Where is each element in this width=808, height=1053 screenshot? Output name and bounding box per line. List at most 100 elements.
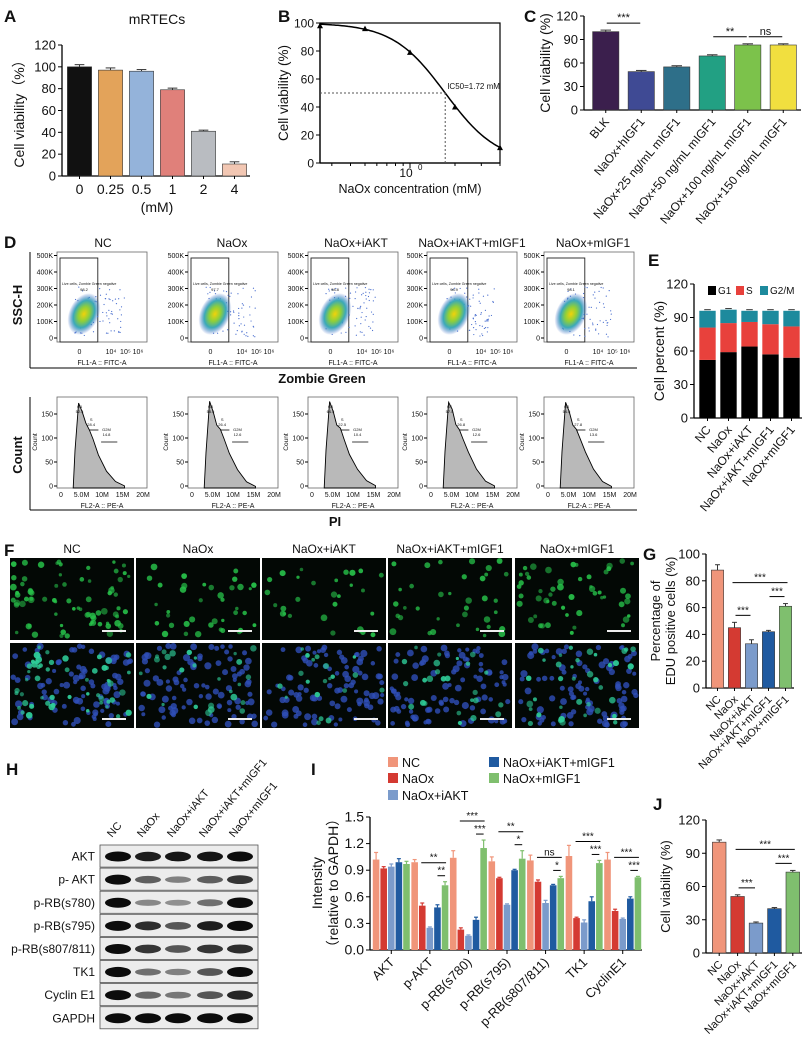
x-tick-label: p-RB(s807/811) (477, 955, 552, 1030)
nucleus (90, 683, 96, 689)
edu-positive-cell (311, 580, 316, 586)
event-dot (474, 313, 476, 316)
event-dot (592, 324, 594, 326)
edu-positive-cell (597, 590, 602, 595)
cell-population (67, 293, 101, 335)
nucleus (623, 682, 630, 689)
event-dot (252, 325, 254, 327)
edu-positive-cell (484, 670, 489, 675)
edu-positive-cell (37, 645, 41, 649)
event-dot (365, 291, 367, 293)
bar-J-0 (712, 841, 727, 954)
edu-positive-cell (437, 652, 442, 657)
y-axis-title-count: Count (10, 436, 25, 474)
edu-positive-cell (119, 689, 126, 696)
nucleus (439, 700, 444, 706)
edu-positive-cell (295, 596, 301, 602)
bar-A-5 (222, 163, 247, 177)
nucleus (411, 674, 419, 681)
event-dot (368, 288, 370, 290)
edu-positive-cell (533, 614, 538, 619)
nucleus (281, 709, 289, 717)
protein-band (135, 875, 161, 884)
g1-value: 57.5 (446, 409, 455, 414)
x-tick-label: 0 (190, 492, 194, 499)
y-tick-label: 60 (674, 344, 688, 359)
event-dot (484, 320, 486, 322)
x-axis-title: FL1-A :: FITC-A (447, 360, 496, 367)
g2m-value: 10.4 (354, 432, 363, 437)
protein-band (135, 991, 161, 999)
edu-positive-cell (606, 566, 612, 572)
edu-image-3 (388, 558, 512, 640)
bar-I-5-4 (596, 863, 603, 950)
edu-positive-cell (586, 648, 594, 656)
y-axis-title: （relative to GAPDH） (325, 812, 341, 954)
s-value: 28.4 (87, 422, 96, 427)
event-dot (252, 335, 254, 337)
y-tick-label: 0 (300, 336, 304, 343)
nucleus (342, 670, 349, 678)
event-dot (360, 323, 362, 325)
y-tick-label: 30 (686, 912, 700, 927)
y-tick-label: 500K (407, 253, 424, 260)
protein-band (227, 897, 253, 908)
edu-positive-cell (229, 585, 235, 591)
y-tick-label: 500K (37, 253, 54, 260)
nucleus (541, 715, 546, 720)
nucleus (105, 721, 112, 728)
nucleus (141, 658, 149, 665)
edu-positive-cell (273, 603, 278, 608)
edu-positive-cell (555, 661, 562, 668)
nucleus (72, 674, 80, 682)
nucleus (80, 706, 86, 712)
event-dot (605, 295, 607, 297)
y-tick-label: 30 (674, 377, 688, 392)
edu-positive-cell (208, 584, 215, 591)
edu-positive-cell (24, 677, 29, 682)
protein-band (227, 944, 253, 954)
nucleus (363, 690, 370, 697)
lane-label: NaOx (135, 810, 163, 840)
x-tick-label: 0 (310, 492, 314, 499)
x-tick-label: 5.0M (444, 492, 460, 499)
event-dot (225, 290, 228, 293)
y-tick-label: 30 (564, 79, 578, 94)
edu-positive-cell (593, 677, 599, 683)
event-dot (213, 290, 216, 292)
edu-positive-cell (550, 586, 556, 592)
edu-positive-cell (169, 650, 176, 657)
event-dot (334, 292, 336, 294)
nucleus (74, 699, 79, 704)
x-tick-label: 10⁵ (251, 349, 262, 356)
nucleus (181, 705, 186, 710)
nucleus (93, 701, 100, 708)
legend-swatch (388, 757, 398, 767)
y-tick-label: 300K (407, 286, 424, 293)
nucleus (100, 708, 105, 713)
event-dot (120, 326, 122, 328)
protein-band (105, 874, 131, 885)
nucleus (102, 687, 110, 695)
edu-positive-cell (565, 613, 569, 617)
edu-positive-cell (105, 705, 109, 709)
nucleus (293, 691, 300, 698)
stack-S-0 (699, 327, 716, 360)
nucleus (302, 722, 308, 728)
x-tick-label: 10⁴ (357, 349, 368, 356)
x-tick-label: 10⁵ (607, 349, 618, 356)
edu-image-0 (10, 558, 134, 640)
edu-positive-cell (609, 696, 616, 704)
nucleus (244, 680, 252, 688)
event-dot (372, 321, 374, 323)
x-axis-title: FL1-A :: FITC-A (564, 360, 613, 367)
edu-positive-cell (205, 709, 212, 717)
y-tick-label: 20 (686, 654, 700, 669)
event-dot (607, 322, 609, 324)
event-dot (328, 290, 330, 292)
panel-label-B: B (278, 7, 290, 26)
x-tick-exponent: 0 (418, 163, 423, 172)
edu-positive-cell (99, 700, 104, 705)
bar-C-3 (698, 55, 726, 111)
edu-positive-cell (570, 561, 577, 568)
